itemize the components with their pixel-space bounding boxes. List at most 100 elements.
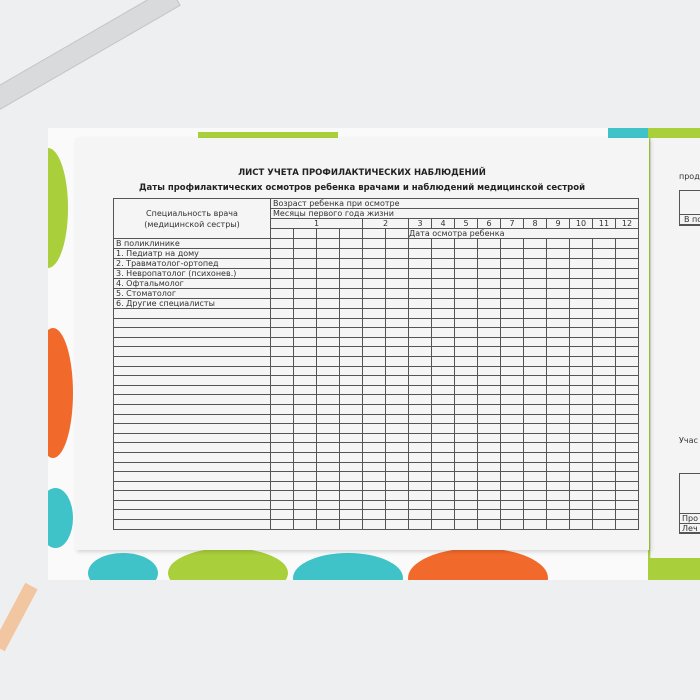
date-cell[interactable] <box>454 238 478 249</box>
date-cell[interactable] <box>408 346 432 357</box>
date-cell[interactable] <box>592 432 616 444</box>
date-cell[interactable] <box>316 288 340 299</box>
date-cell[interactable] <box>270 238 294 249</box>
date-cell[interactable] <box>477 317 501 329</box>
date-cell[interactable] <box>454 403 478 415</box>
date-cell[interactable] <box>592 336 616 348</box>
date-cell[interactable] <box>454 451 478 463</box>
date-cell[interactable] <box>385 317 409 329</box>
date-cell[interactable] <box>569 258 593 269</box>
date-cell[interactable] <box>546 248 570 259</box>
date-cell[interactable] <box>408 238 432 249</box>
date-cell[interactable] <box>500 403 524 415</box>
date-cell[interactable] <box>316 471 340 482</box>
date-cell[interactable] <box>270 327 294 338</box>
date-cell[interactable] <box>477 268 501 279</box>
date-cell[interactable] <box>477 490 501 501</box>
date-cell[interactable] <box>592 451 616 463</box>
date-cell[interactable] <box>477 451 501 463</box>
date-cell[interactable] <box>385 308 409 319</box>
date-cell[interactable] <box>270 288 294 299</box>
date-cell[interactable] <box>569 403 593 415</box>
date-cell[interactable] <box>339 461 363 473</box>
date-cell[interactable] <box>569 461 593 473</box>
date-cell[interactable] <box>592 238 616 249</box>
date-cell[interactable] <box>339 346 363 357</box>
date-cell[interactable] <box>454 471 478 482</box>
date-cell[interactable] <box>500 432 524 444</box>
date-cell[interactable] <box>270 471 294 482</box>
date-cell[interactable] <box>477 248 501 259</box>
date-cell[interactable] <box>500 461 524 473</box>
date-cell[interactable] <box>293 519 317 530</box>
date-cell[interactable] <box>569 451 593 463</box>
date-cell[interactable] <box>316 298 340 309</box>
date-cell[interactable] <box>293 258 317 269</box>
date-cell[interactable] <box>362 423 386 434</box>
date-cell[interactable] <box>523 365 547 377</box>
date-cell[interactable] <box>385 268 409 279</box>
date-cell[interactable] <box>408 432 432 444</box>
date-cell[interactable] <box>316 509 340 521</box>
date-cell[interactable] <box>316 228 340 239</box>
date-cell[interactable] <box>454 480 478 492</box>
date-cell[interactable] <box>293 499 317 511</box>
date-cell[interactable] <box>293 490 317 501</box>
date-cell[interactable] <box>569 308 593 319</box>
date-cell[interactable] <box>385 288 409 299</box>
date-cell[interactable] <box>592 403 616 415</box>
date-cell[interactable] <box>408 308 432 319</box>
date-cell[interactable] <box>592 480 616 492</box>
date-cell[interactable] <box>592 355 616 367</box>
date-cell[interactable] <box>615 403 639 415</box>
date-cell[interactable] <box>454 317 478 329</box>
date-cell[interactable] <box>316 490 340 501</box>
date-cell[interactable] <box>339 288 363 299</box>
date-cell[interactable] <box>454 442 478 453</box>
date-cell[interactable] <box>431 384 455 396</box>
date-cell[interactable] <box>431 509 455 521</box>
date-cell[interactable] <box>293 238 317 249</box>
date-cell[interactable] <box>454 346 478 357</box>
date-cell[interactable] <box>270 413 294 425</box>
date-cell[interactable] <box>615 268 639 279</box>
date-cell[interactable] <box>592 288 616 299</box>
date-cell[interactable] <box>316 423 340 434</box>
date-cell[interactable] <box>477 308 501 319</box>
date-cell[interactable] <box>500 394 524 405</box>
date-cell[interactable] <box>615 355 639 367</box>
date-cell[interactable] <box>339 375 363 386</box>
date-cell[interactable] <box>385 471 409 482</box>
date-cell[interactable] <box>385 228 409 239</box>
date-cell[interactable] <box>316 394 340 405</box>
date-cell[interactable] <box>408 384 432 396</box>
date-cell[interactable] <box>569 375 593 386</box>
date-cell[interactable] <box>546 394 570 405</box>
date-cell[interactable] <box>408 336 432 348</box>
date-cell[interactable] <box>293 308 317 319</box>
date-cell[interactable] <box>546 432 570 444</box>
date-cell[interactable] <box>500 278 524 289</box>
date-cell[interactable] <box>408 365 432 377</box>
date-cell[interactable] <box>569 471 593 482</box>
date-cell[interactable] <box>270 317 294 329</box>
date-cell[interactable] <box>500 248 524 259</box>
date-cell[interactable] <box>523 258 547 269</box>
date-cell[interactable] <box>339 258 363 269</box>
date-cell[interactable] <box>362 278 386 289</box>
date-cell[interactable] <box>615 308 639 319</box>
date-cell[interactable] <box>362 258 386 269</box>
date-cell[interactable] <box>385 365 409 377</box>
date-cell[interactable] <box>270 403 294 415</box>
date-cell[interactable] <box>270 375 294 386</box>
date-cell[interactable] <box>408 403 432 415</box>
date-cell[interactable] <box>385 442 409 453</box>
date-cell[interactable] <box>477 394 501 405</box>
date-cell[interactable] <box>615 480 639 492</box>
date-cell[interactable] <box>546 490 570 501</box>
date-cell[interactable] <box>270 298 294 309</box>
date-cell[interactable] <box>500 365 524 377</box>
date-cell[interactable] <box>385 490 409 501</box>
date-cell[interactable] <box>569 288 593 299</box>
date-cell[interactable] <box>339 248 363 259</box>
